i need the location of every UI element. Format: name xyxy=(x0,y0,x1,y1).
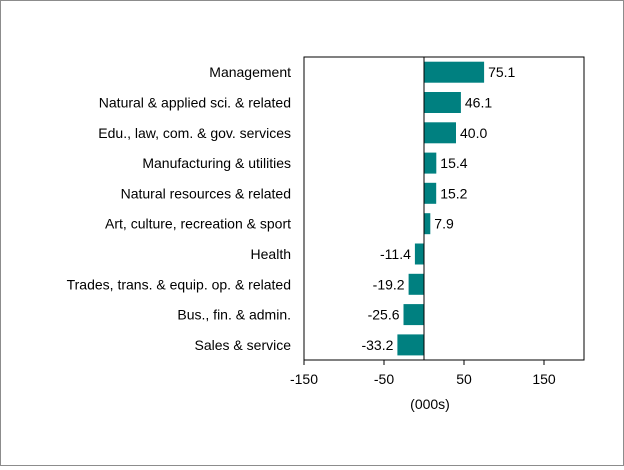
x-tick-label: 50 xyxy=(456,371,472,387)
bar xyxy=(397,334,424,356)
data-label: 46.1 xyxy=(465,95,492,111)
category-label: Natural & applied sci. & related xyxy=(99,95,291,111)
bar xyxy=(403,304,424,326)
category-label: Manufacturing & utilities xyxy=(142,155,291,171)
data-label: 15.4 xyxy=(440,155,467,171)
category-label: Trades, trans. & equip. op. & related xyxy=(67,276,291,292)
data-label: -11.4 xyxy=(380,246,411,262)
category-label: Natural resources & related xyxy=(121,185,291,201)
data-label: -33.2 xyxy=(361,337,393,353)
x-tick-label: 150 xyxy=(532,371,556,387)
data-label: 7.9 xyxy=(434,216,454,232)
category-label: Management xyxy=(209,64,291,80)
category-label: Health xyxy=(251,246,291,262)
data-label: 15.2 xyxy=(440,185,467,201)
data-label: -25.6 xyxy=(368,307,400,323)
x-tick-label: -150 xyxy=(290,371,318,387)
x-axis-label: (000s) xyxy=(410,396,450,412)
category-label: Art, culture, recreation & sport xyxy=(105,216,291,232)
category-label: Edu., law, com. & gov. services xyxy=(98,125,291,141)
category-label: Bus., fin. & admin. xyxy=(177,307,291,323)
data-label: 40.0 xyxy=(460,125,487,141)
data-label: 75.1 xyxy=(488,64,515,80)
bar xyxy=(424,61,485,83)
bar xyxy=(424,92,461,113)
data-label: -19.2 xyxy=(373,276,405,292)
bar xyxy=(424,152,437,174)
bar xyxy=(424,122,456,144)
bar xyxy=(424,182,437,204)
bar xyxy=(408,273,424,295)
x-tick-label: -50 xyxy=(374,371,394,387)
category-label: Sales & service xyxy=(195,337,292,353)
bar xyxy=(424,213,431,235)
bar xyxy=(414,243,424,265)
